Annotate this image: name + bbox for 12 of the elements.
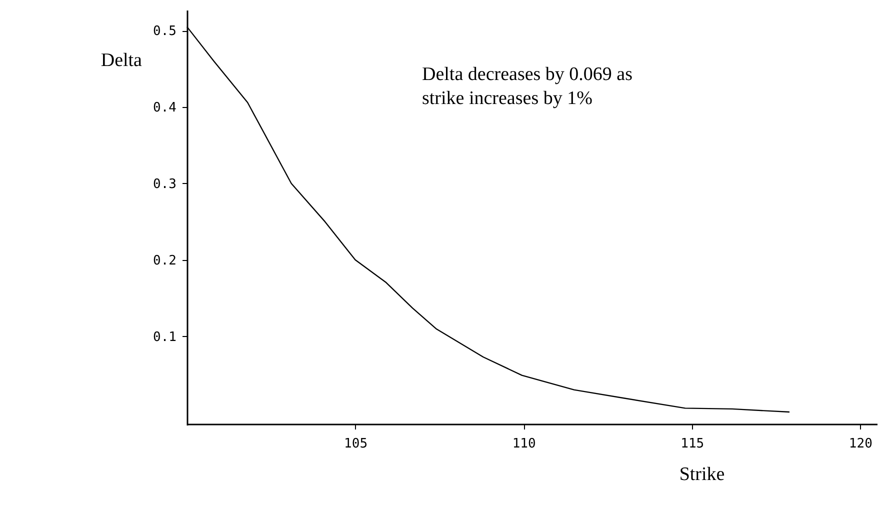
- annotation: Delta decreases by 0.069 as strike increases by 1%: [422, 64, 633, 109]
- x-tick-label: 110: [512, 436, 536, 452]
- x-tick-label: 120: [848, 436, 872, 452]
- x-tick-label: 105: [344, 436, 368, 452]
- x-axis-title: Strike: [679, 464, 725, 485]
- y-tick-label: 0.2: [153, 253, 176, 268]
- x-tick-label: 115: [680, 436, 704, 452]
- y-tick-label: 0.3: [153, 176, 176, 192]
- y-tick-label: 0.5: [153, 24, 176, 40]
- y-axis-title: Delta: [100, 50, 143, 71]
- y-tick-label: 0.1: [153, 330, 176, 345]
- y-tick-label: 0.4: [153, 100, 177, 116]
